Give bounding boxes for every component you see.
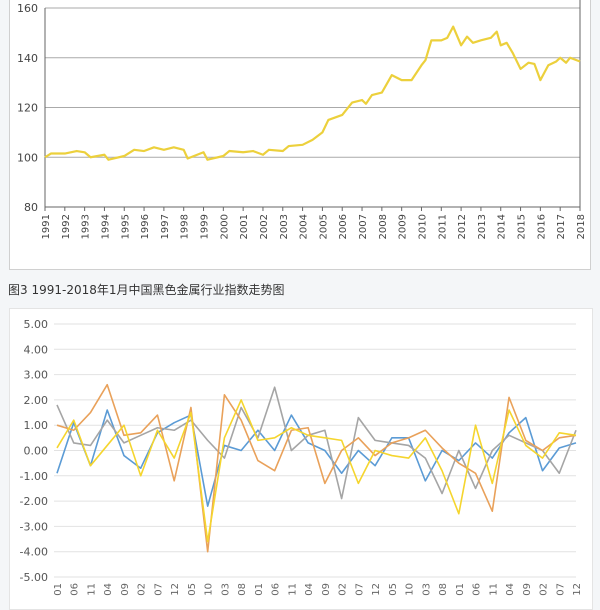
y-tick-label: 4.00: [24, 343, 49, 356]
x-tick-label: 06: [70, 583, 81, 596]
index-line: [44, 25, 581, 161]
x-tick-label: 11: [488, 583, 499, 596]
x-tick-label: 11: [86, 583, 97, 596]
y-tick-label: 80: [24, 201, 38, 214]
x-tick-label: 2009: [398, 214, 409, 239]
x-tick-label: 01: [254, 583, 265, 596]
x-tick-label: 2002: [259, 214, 270, 239]
x-tick-label: 1995: [120, 214, 131, 239]
x-tick-label: 03: [220, 583, 231, 596]
x-tick-label: 2007: [358, 214, 369, 239]
x-tick-label: 06: [472, 583, 483, 596]
x-tick-label: 02: [137, 583, 148, 596]
y-tick-label: -4.00: [20, 546, 48, 559]
x-tick-label: 02: [539, 583, 550, 596]
x-tick-label: 2001: [239, 214, 250, 239]
y-tick-label: 3.00: [24, 369, 49, 382]
monthly-change-chart-panel: [9, 308, 593, 610]
y-tick-label: -3.00: [20, 520, 48, 533]
x-tick-label: 08: [438, 583, 449, 596]
series-line-4: [56, 399, 577, 543]
x-tick-label: 09: [120, 583, 131, 596]
x-tick-label: 06: [271, 583, 282, 596]
x-tick-label: 09: [321, 583, 332, 596]
x-tick-label: 03: [421, 583, 432, 596]
x-tick-label: 2015: [517, 214, 528, 239]
x-tick-label: 2008: [378, 214, 389, 239]
y-tick-label: 120: [17, 102, 38, 115]
y-tick-label: 100: [17, 151, 38, 164]
x-tick-label: 10: [204, 583, 215, 596]
x-tick-label: 12: [170, 583, 181, 596]
x-tick-label: 01: [53, 583, 64, 596]
x-tick-label: 2013: [477, 214, 488, 239]
x-tick-label: 2018: [576, 214, 587, 239]
x-tick-label: 2005: [318, 214, 329, 239]
series-line-3: [56, 383, 577, 553]
x-tick-label: 1999: [200, 214, 211, 239]
x-tick-label: 05: [187, 583, 198, 596]
x-tick-label: 09: [522, 583, 533, 596]
x-tick-label: 07: [153, 583, 164, 596]
x-tick-label: 2006: [338, 214, 349, 239]
x-tick-label: 12: [371, 583, 382, 596]
chart-caption: 图3 1991-2018年1月中国黑色金属行业指数走势图: [8, 283, 285, 297]
x-tick-label: 2004: [299, 214, 310, 239]
x-tick-label: 1998: [180, 214, 191, 239]
x-tick-label: 10: [405, 583, 416, 596]
index-trend-chart-panel: [9, 0, 591, 270]
x-tick-label: 1992: [61, 214, 72, 239]
x-tick-label: 2010: [417, 214, 428, 239]
x-tick-label: 04: [304, 583, 315, 596]
x-tick-label: 2012: [457, 214, 468, 239]
x-tick-label: 1993: [81, 214, 92, 239]
series-line-2: [56, 386, 577, 500]
y-tick-label: -1.00: [20, 470, 48, 483]
y-tick-label: 1.00: [24, 419, 49, 432]
x-tick-label: 12: [572, 583, 583, 596]
y-tick-label: 2.00: [24, 394, 49, 407]
y-tick-label: -5.00: [20, 571, 48, 584]
y-tick-label: 160: [17, 2, 38, 15]
x-tick-label: 08: [237, 583, 248, 596]
index-trend-chart: 80 100 120 140 160 1991 1992 1993 1994 1995 1996 19…: [17, 0, 587, 239]
x-tick-label: 07: [354, 583, 365, 596]
x-tick-label: 2011: [437, 214, 448, 239]
x-tick-label: 2016: [536, 214, 547, 239]
x-tick-label: 2017: [556, 214, 567, 239]
x-tick-label: 2014: [497, 214, 508, 239]
x-tick-label: 1996: [140, 214, 151, 239]
x-tick-label: 01: [455, 583, 466, 596]
x-tick-label: 11: [287, 583, 298, 596]
y-tick-label: 140: [17, 52, 38, 65]
x-tick-label: 05: [388, 583, 399, 596]
x-tick-label: 1991: [41, 214, 52, 239]
x-tick-label: 1994: [100, 214, 111, 239]
x-tick-label: 2003: [279, 214, 290, 239]
y-tick-label: -2.00: [20, 495, 48, 508]
x-tick-label: 04: [505, 583, 516, 596]
x-tick-label: 2000: [219, 214, 230, 239]
y-tick-label: 0.00: [24, 445, 49, 458]
x-tick-label: 07: [555, 583, 566, 596]
y-tick-label: 5.00: [24, 318, 49, 331]
x-tick-label: 02: [338, 583, 349, 596]
x-tick-label: 04: [103, 583, 114, 596]
x-tick-label: 1997: [160, 214, 171, 239]
